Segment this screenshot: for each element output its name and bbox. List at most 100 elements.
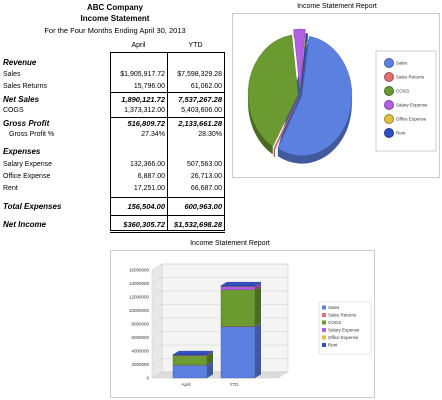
total-expenses-label: Total Expenses	[3, 202, 62, 211]
bar-legend-swatch-cogs	[322, 320, 326, 325]
net-sales-april: 1,890,121.72	[121, 95, 165, 104]
col-header-april: April	[131, 42, 146, 49]
returns-label: Sales Returns	[3, 83, 47, 90]
pie-chart-title: Income Statement Report	[297, 3, 377, 10]
bar-y-tick-label: 8000000	[131, 322, 149, 327]
bar-y-tick-label: 14000000	[129, 281, 150, 286]
pie-slice-sales	[277, 36, 353, 156]
salary-label: Salary Expense	[3, 161, 53, 168]
pie-slice-rent	[300, 33, 309, 94]
net-sales-label: Net Sales	[3, 95, 40, 104]
pie-slice-sales-returns	[273, 96, 300, 150]
gross-profit-pct-label: Gross Profit %	[9, 131, 55, 138]
bar-legend-swatch-office-expense	[322, 335, 326, 340]
pie-legend-label-cogs: COGS	[396, 89, 409, 94]
gross-profit-april: 516,809.72	[127, 119, 165, 128]
bar-segment-side-ytd-office-expense	[255, 282, 261, 287]
bar-y-tick-label: 12000000	[129, 295, 150, 300]
total-expenses-april: 156,504.00	[127, 202, 165, 211]
bar-legend-label-rent: Rent	[328, 343, 338, 348]
bar-legend-swatch-sales-returns	[322, 313, 326, 317]
gross-profit-pct-ytd: 28.30%	[198, 131, 222, 138]
rent-ytd: 66,687.00	[190, 185, 222, 192]
salary-april: 132,366.00	[129, 161, 165, 168]
cogs-ytd: 5,403,606.00	[181, 107, 222, 114]
bar-legend-box	[318, 301, 372, 355]
pie-legend: Sales Sales Returns COGS Salary Expense Offi…	[384, 58, 428, 138]
bar-segment-april-sales	[172, 364, 208, 379]
net-income-rule	[110, 215, 225, 216]
double-underline-b	[110, 232, 225, 233]
bar-segment-ytd-sales	[220, 326, 256, 379]
cogs-april: 1,373,312.00	[124, 107, 165, 114]
pie-chart	[247, 28, 353, 164]
rent-april: 17,251.00	[133, 185, 165, 192]
bar-legend-label-cogs: COGS	[328, 320, 341, 325]
bar-y-tick-label: 0	[146, 376, 149, 381]
expenses-header: Expenses	[3, 147, 41, 156]
pie-slice-side-sales-returns	[273, 148, 275, 158]
pie-legend-swatch-sales	[384, 58, 394, 68]
bar-y-tick-label: 6000000	[131, 335, 149, 340]
bar-chart: 0 2000000 4000000 6000000 8000000 10000000 120…	[129, 263, 289, 387]
returns-ytd: 61,062.00	[190, 83, 222, 90]
bar-segment-april-cogs	[172, 355, 208, 366]
bar-floor	[151, 371, 289, 379]
bar-segment-side-ytd-sales-returns	[255, 322, 261, 327]
pie-legend-swatch-salary-expense	[384, 100, 394, 110]
sales-ytd: $7,598,329.28	[177, 71, 222, 78]
bar-y-tick-label: 2000000	[131, 362, 149, 367]
table-middle-rule	[167, 52, 168, 230]
pie-legend-label-sales-returns: Sales Returns	[396, 75, 425, 80]
bar-legend-swatch-sales	[322, 305, 326, 310]
statement-period: For the Four Months Ending April 30, 201…	[44, 26, 186, 35]
pie-legend-label-rent: Rent	[396, 131, 406, 136]
bar-segment-side-april-salary-expense	[207, 351, 213, 356]
sales-label: Sales	[3, 71, 21, 78]
bar-x-label-ytd: YTD	[230, 382, 240, 387]
pie-legend-label-office-expense: Office Expense	[396, 117, 427, 122]
office-label: Office Expense	[3, 173, 51, 180]
bar-chart-frame: 0 2000000 4000000 6000000 8000000 10000000 120…	[110, 250, 375, 398]
cogs-label: COGS	[3, 107, 24, 114]
pie-chart-frame: Sales Sales Returns COGS Salary Expense Offi…	[232, 13, 440, 178]
bar-y-tick-label: 4000000	[131, 349, 149, 354]
pie-legend-swatch-office-expense	[384, 114, 394, 124]
pie-legend-swatch-sales-returns	[384, 72, 394, 82]
net-income-ytd: $1,532,698.28	[174, 220, 222, 229]
bar-segment-side-ytd-sales	[255, 323, 261, 378]
gross-profit-label: Gross Profit	[3, 119, 50, 128]
statement-title: Income Statement	[80, 14, 150, 23]
bar-segment-ytd-cogs	[220, 289, 256, 327]
gross-profit-ytd: 2,133,661.28	[178, 119, 222, 128]
bar-y-tick-label: 16000000	[129, 268, 150, 273]
bar-top-ytd	[220, 281, 262, 286]
bar-top-april	[172, 350, 214, 355]
col-header-ytd: YTD	[188, 42, 203, 49]
expenses-total-rule	[110, 197, 225, 198]
bar-legend-swatch-salary-expense	[322, 328, 326, 332]
rent-label: Rent	[3, 185, 18, 192]
bar-legend-swatch-rent	[322, 343, 326, 347]
company-name: ABC Company	[86, 3, 143, 12]
bar-legend-label-office-expense: Office Expense	[328, 335, 359, 340]
salary-ytd: 507,563.00	[186, 161, 222, 168]
bar-legend-label-salary-expense: Salary Expense	[328, 328, 360, 333]
net-sales-rule	[110, 92, 225, 93]
bar-legend: Sales Sales Returns COGS Salary Expense Offi…	[318, 301, 372, 355]
pie-slice-salary-expense	[293, 28, 306, 90]
net-sales-ytd: 7,537,267.28	[178, 95, 222, 104]
bar-segment-ytd-salary-expense	[220, 286, 256, 291]
bar-segment-side-ytd-salary-expense	[255, 282, 261, 290]
gross-profit-rule	[110, 117, 225, 118]
pie-legend-swatch-rent	[384, 128, 394, 138]
bar-chart-title: Income Statement Report	[190, 240, 270, 247]
bar-segment-side-april-cogs	[207, 352, 213, 366]
bar-segment-side-ytd-cogs	[255, 286, 261, 327]
office-april: 6,887.00	[137, 173, 165, 180]
double-underline-a	[110, 230, 225, 231]
bar-segment-side-april-sales-returns	[207, 361, 213, 366]
gross-profit-pct-april: 27.34%	[141, 131, 165, 138]
table-right-rule	[224, 52, 225, 230]
pie-legend-swatch-cogs	[384, 86, 394, 96]
